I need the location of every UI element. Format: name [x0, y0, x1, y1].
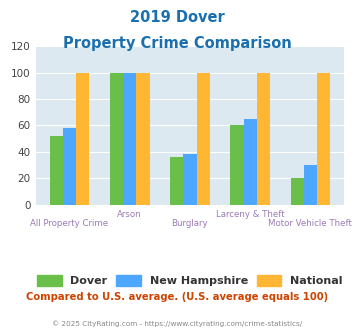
Text: Property Crime Comparison: Property Crime Comparison — [63, 36, 292, 51]
Bar — [63, 128, 76, 205]
Bar — [50, 136, 63, 205]
Bar — [76, 73, 89, 205]
Text: 2019 Dover: 2019 Dover — [130, 10, 225, 25]
Bar — [257, 73, 270, 205]
Bar — [244, 119, 257, 205]
Bar — [230, 125, 244, 205]
Bar — [110, 73, 123, 205]
Bar — [123, 73, 136, 205]
Bar — [136, 73, 149, 205]
Bar — [197, 73, 210, 205]
Text: Arson: Arson — [118, 210, 142, 218]
Text: Larceny & Theft: Larceny & Theft — [216, 210, 284, 218]
Text: Compared to U.S. average. (U.S. average equals 100): Compared to U.S. average. (U.S. average … — [26, 292, 329, 302]
Bar — [317, 73, 330, 205]
Bar — [304, 165, 317, 205]
Legend: Dover, New Hampshire, National: Dover, New Hampshire, National — [33, 270, 347, 291]
Text: Motor Vehicle Theft: Motor Vehicle Theft — [268, 219, 353, 228]
Bar — [170, 157, 183, 205]
Bar — [183, 154, 197, 205]
Text: © 2025 CityRating.com - https://www.cityrating.com/crime-statistics/: © 2025 CityRating.com - https://www.city… — [53, 320, 302, 327]
Text: Burglary: Burglary — [171, 219, 208, 228]
Text: All Property Crime: All Property Crime — [31, 219, 109, 228]
Bar — [290, 178, 304, 205]
